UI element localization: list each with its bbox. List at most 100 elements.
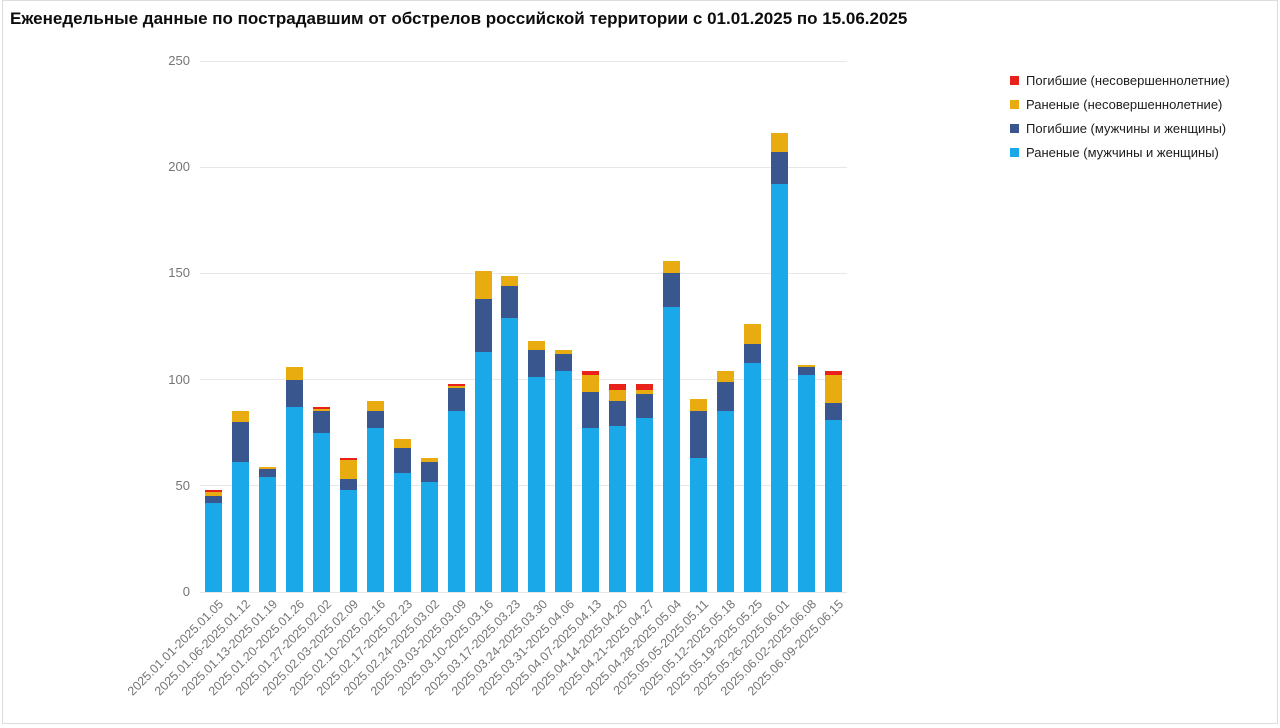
bar-segment bbox=[663, 273, 681, 308]
bar-segment bbox=[231, 462, 249, 592]
bar-segment bbox=[393, 447, 411, 474]
bar-segment bbox=[447, 411, 465, 592]
bar-segment bbox=[528, 349, 546, 378]
bar-segment bbox=[663, 260, 681, 274]
bar-segment bbox=[770, 133, 788, 153]
bar-segment bbox=[366, 400, 384, 412]
bar-segment bbox=[285, 366, 303, 380]
y-axis-label-250: 250 bbox=[168, 53, 190, 68]
bar-segment bbox=[447, 388, 465, 412]
bar-segment bbox=[690, 458, 708, 592]
bar-segment bbox=[420, 481, 438, 592]
bar-segment bbox=[824, 419, 842, 592]
bar-segment bbox=[339, 460, 357, 480]
bar-segment bbox=[609, 400, 627, 427]
bar-segment bbox=[717, 381, 735, 412]
legend-label: Раненые (мужчины и женщины) bbox=[1026, 145, 1219, 160]
bar-segment bbox=[744, 324, 761, 344]
bar-segment bbox=[258, 466, 276, 469]
bar-segment bbox=[582, 428, 600, 592]
bar-segment bbox=[231, 422, 249, 463]
bar-2025.01.27-2025.02.02 bbox=[312, 407, 330, 592]
legend-color-swatch-icon bbox=[1010, 148, 1019, 157]
bar-segment bbox=[474, 352, 492, 592]
bar-segment bbox=[717, 411, 735, 592]
gridline-y-250 bbox=[200, 60, 847, 62]
bar-segment bbox=[312, 407, 330, 410]
bar-segment bbox=[312, 432, 330, 592]
legend-label: Погибшие (несовершеннолетние) bbox=[1026, 73, 1230, 88]
chart-legend: Погибшие (несовершеннолетние) Раненые (не… bbox=[1010, 73, 1230, 169]
bar-2025.01.13-2025.01.19 bbox=[258, 466, 276, 592]
bar-segment bbox=[420, 458, 438, 463]
bar-2025.01.01-2025.01.05 bbox=[205, 490, 222, 592]
bar-segment bbox=[339, 490, 357, 592]
bar-segment bbox=[474, 271, 492, 299]
bar-2025.01.20-2025.01.26 bbox=[285, 366, 303, 592]
bar-segment bbox=[770, 184, 788, 592]
bar-segment bbox=[393, 473, 411, 592]
bar-segment bbox=[636, 390, 654, 395]
bar-segment bbox=[609, 390, 627, 401]
bar-segment bbox=[501, 318, 519, 592]
bar-segment bbox=[770, 152, 788, 185]
bar-segment bbox=[231, 411, 249, 423]
y-axis-label-0: 0 bbox=[182, 584, 190, 599]
legend-label: Раненые (несовершеннолетние) bbox=[1026, 97, 1223, 112]
y-axis-label-150: 150 bbox=[168, 265, 190, 281]
bar-segment bbox=[393, 439, 411, 448]
bar-segment bbox=[501, 275, 519, 287]
bar-2025.05.05-2025.05.11 bbox=[690, 398, 708, 592]
bar-segment bbox=[582, 371, 600, 376]
bar-segment bbox=[555, 354, 573, 372]
y-axis-label-200: 200 bbox=[168, 159, 190, 175]
y-axis-label-100: 100 bbox=[168, 371, 190, 387]
legend-label: Погибшие (мужчины и женщины) bbox=[1026, 121, 1227, 136]
bar-segment bbox=[339, 479, 357, 491]
plot-area bbox=[200, 60, 847, 593]
y-axis-label-50: 50 bbox=[175, 477, 190, 493]
bar-segment bbox=[528, 377, 546, 592]
bar-2025.06.02-2025.06.08 bbox=[797, 364, 815, 592]
gridline-y-100 bbox=[200, 379, 847, 381]
bar-2025.04.21-2025.04.27 bbox=[636, 383, 654, 592]
bar-2025.06.09-2025.06.15 bbox=[824, 371, 842, 592]
bar-segment bbox=[205, 492, 222, 497]
bar-segment bbox=[636, 383, 654, 391]
bar-segment bbox=[366, 428, 384, 592]
bar-segment bbox=[447, 386, 465, 389]
bar-segment bbox=[447, 383, 465, 386]
bar-2025.05.19-2025.05.25 bbox=[744, 324, 761, 592]
bar-segment bbox=[797, 364, 815, 367]
bar-segment bbox=[717, 371, 735, 382]
bar-segment bbox=[528, 341, 546, 350]
bar-segment bbox=[474, 298, 492, 352]
bar-2025.03.31-2025.04.06 bbox=[555, 349, 573, 592]
bar-segment bbox=[797, 375, 815, 592]
bar-segment bbox=[312, 409, 330, 412]
bar-2025.03.17-2025.03.23 bbox=[501, 275, 519, 592]
bar-segment bbox=[582, 375, 600, 393]
bar-segment bbox=[339, 458, 357, 461]
bar-2025.02.17-2025.02.23 bbox=[393, 439, 411, 592]
bar-2025.03.24-2025.03.30 bbox=[528, 341, 546, 592]
bar-2025.05.26-2025.06.01 bbox=[770, 133, 788, 592]
bar-2025.04.14-2025.04.20 bbox=[609, 383, 627, 592]
gridline-y-0 bbox=[200, 591, 847, 593]
legend-color-swatch-icon bbox=[1010, 124, 1019, 133]
bar-segment bbox=[824, 375, 842, 403]
bar-segment bbox=[205, 502, 222, 592]
bar-segment bbox=[312, 411, 330, 433]
bar-segment bbox=[609, 383, 627, 391]
bar-2025.01.06-2025.01.12 bbox=[231, 411, 249, 592]
bar-segment bbox=[285, 379, 303, 408]
bar-segment bbox=[555, 371, 573, 592]
bar-segment bbox=[636, 394, 654, 418]
bar-segment bbox=[205, 496, 222, 503]
bar-2025.04.28-2025.05.04 bbox=[663, 260, 681, 592]
bar-segment bbox=[501, 286, 519, 319]
gridline-y-150 bbox=[200, 272, 847, 274]
legend-item: Раненые (несовершеннолетние) bbox=[1010, 97, 1230, 121]
bar-segment bbox=[824, 371, 842, 376]
